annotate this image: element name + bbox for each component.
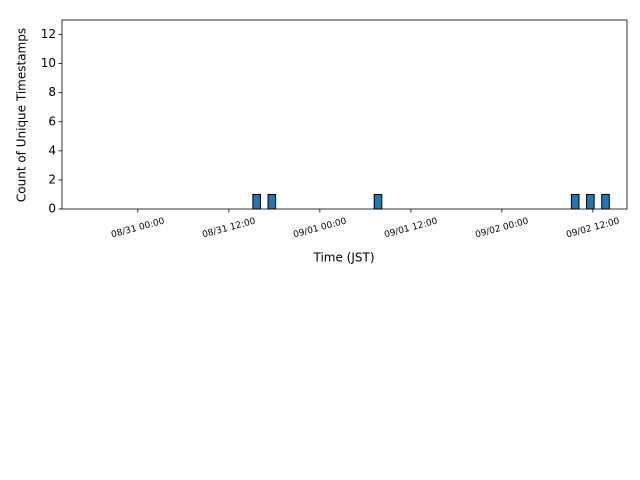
bar xyxy=(586,193,595,210)
plot-frame xyxy=(61,19,628,210)
bar xyxy=(570,193,580,210)
bar xyxy=(601,193,610,210)
y-tick-label: 4 xyxy=(48,143,56,157)
y-tick-label: 8 xyxy=(48,85,56,99)
y-tick-label: 10 xyxy=(41,56,56,70)
y-tick-label: 0 xyxy=(48,202,56,216)
bar xyxy=(373,193,383,210)
y-tick-label: 6 xyxy=(48,114,56,128)
y-axis-label: Count of Unique Timestamps xyxy=(15,28,29,202)
y-tick-label: 2 xyxy=(48,172,56,186)
bar xyxy=(267,193,277,210)
bar xyxy=(252,193,261,210)
y-tick-label: 12 xyxy=(41,27,56,41)
x-axis-label: Time (JST) xyxy=(312,251,374,265)
